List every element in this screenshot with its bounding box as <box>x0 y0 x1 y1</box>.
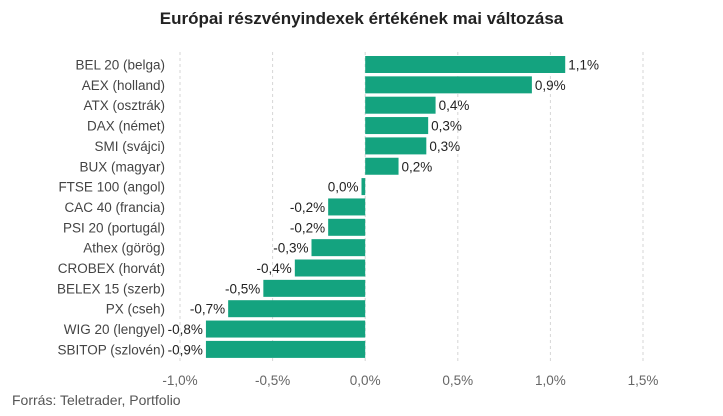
category-label: BELEX 15 (szerb) <box>57 281 165 296</box>
value-label: -0,2% <box>290 220 325 235</box>
value-label: -0,2% <box>290 200 325 215</box>
category-label: DAX (német) <box>87 119 165 134</box>
value-label: -0,7% <box>190 302 225 317</box>
category-label: ATX (osztrák) <box>83 98 165 113</box>
value-label: 1,1% <box>568 58 599 73</box>
category-label: WIG 20 (lengyel) <box>64 322 165 337</box>
x-tick-label: 1,0% <box>535 373 566 388</box>
value-label: -0,3% <box>273 241 308 256</box>
category-label: PX (cseh) <box>106 302 165 317</box>
category-label: CROBEX (horvát) <box>58 261 165 276</box>
category-label: AEX (holland) <box>82 78 165 93</box>
x-tick-label: -0,5% <box>255 373 290 388</box>
bar <box>365 157 399 175</box>
category-label: FTSE 100 (angol) <box>58 180 165 195</box>
bar <box>365 117 429 135</box>
value-label: -0,5% <box>225 281 260 296</box>
category-label: CAC 40 (francia) <box>64 200 165 215</box>
value-label: -0,8% <box>168 322 203 337</box>
category-label: BEL 20 (belga) <box>75 58 165 73</box>
bars <box>205 56 566 358</box>
category-label: PSI 20 (portugál) <box>63 220 165 235</box>
x-tick-label: 0,5% <box>442 373 473 388</box>
category-label: SMI (svájci) <box>95 139 166 154</box>
bar <box>205 320 366 338</box>
value-label: 0,0% <box>328 180 359 195</box>
value-label: 0,2% <box>402 159 433 174</box>
value-label: 0,4% <box>439 98 470 113</box>
value-label: -0,4% <box>257 261 292 276</box>
bar <box>328 198 366 216</box>
bar <box>294 259 366 277</box>
bar <box>365 56 566 73</box>
bar <box>361 178 366 196</box>
bar <box>365 76 532 94</box>
bar <box>311 239 366 257</box>
x-tick-label: -1,0% <box>162 373 197 388</box>
x-tick-label: 1,5% <box>628 373 659 388</box>
bar <box>228 300 366 318</box>
bar <box>365 96 436 114</box>
category-label: Athex (görög) <box>83 241 165 256</box>
bar <box>365 137 427 155</box>
category-label: BUX (magyar) <box>79 159 165 174</box>
category-label: SBITOP (szlovén) <box>57 342 165 357</box>
value-label: 0,9% <box>535 78 566 93</box>
value-label: -0,9% <box>168 342 203 357</box>
source-note: Forrás: Teletrader, Portfolio <box>12 392 181 408</box>
bar <box>205 340 366 358</box>
bar <box>328 218 366 236</box>
x-tick-label: 0,0% <box>350 373 381 388</box>
labels: -1,0% -0,5% 0,0% 0,5% 1,0% 1,5% BEL 20 (belga)… <box>57 58 658 389</box>
value-label: 0,3% <box>429 139 460 154</box>
chart-title: Európai részvényindexek értékének mai vá… <box>159 9 564 28</box>
bar <box>263 279 366 297</box>
value-label: 0,3% <box>431 119 462 134</box>
